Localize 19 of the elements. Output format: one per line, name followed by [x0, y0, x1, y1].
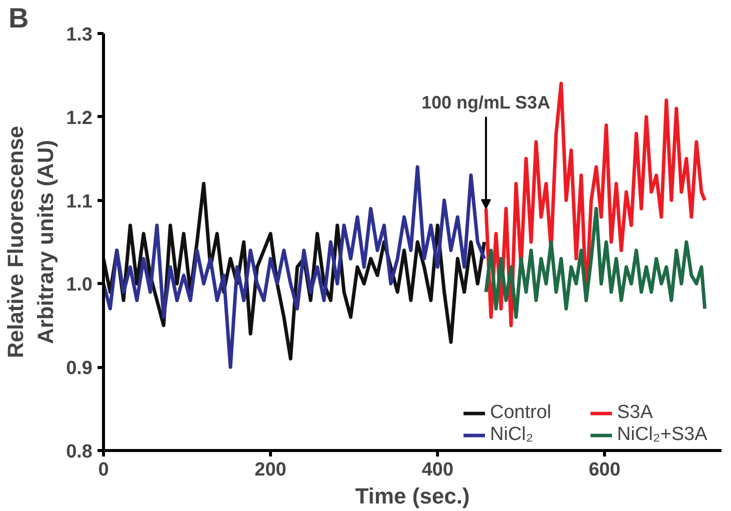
x-axis-title: Time (sec.)	[355, 484, 470, 508]
annotation: 100 ng/mL S3A	[421, 92, 550, 113]
y-tick-label: 0.8	[66, 442, 93, 462]
y-axis-title: Relative Fluorescense Arbitrary units (AU)	[3, 126, 58, 358]
y-tick-label: 1.0	[66, 274, 93, 296]
legend-label: S3A	[617, 402, 654, 424]
legend-label: Control	[490, 402, 552, 424]
legend-label: NiCl₂+S3A	[617, 424, 708, 446]
line-series	[484, 206, 707, 319]
x-tick-label: 0	[98, 460, 109, 480]
x-tick-label: 200	[254, 460, 286, 480]
y-tick-label: 1.3	[66, 24, 93, 46]
x-tick-label: 600	[588, 460, 620, 480]
x-tick-label: 400	[422, 460, 454, 480]
y-tick-label: 1.1	[66, 191, 93, 212]
y-tick-label: 1.2	[66, 108, 93, 129]
text: B	[8, 2, 29, 34]
y-tick-label: 0.9	[66, 358, 93, 380]
legend-label: NiCl₂	[490, 424, 534, 446]
